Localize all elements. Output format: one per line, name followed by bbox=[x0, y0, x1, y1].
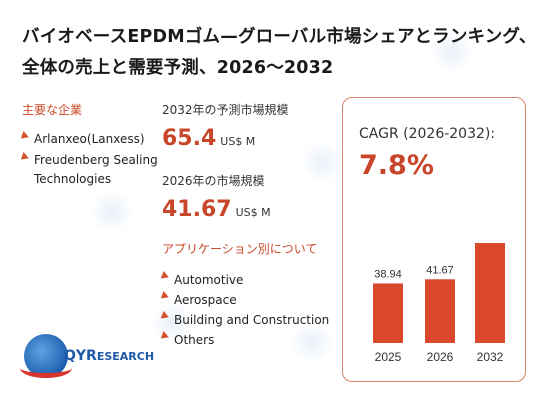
watermark bbox=[150, 300, 194, 344]
market-2026-value: 41.67 US$ M bbox=[162, 197, 271, 222]
bar-2032 bbox=[475, 243, 505, 343]
watermark bbox=[430, 30, 474, 74]
application-name: Building and Construction bbox=[174, 313, 330, 327]
arrow-icon bbox=[160, 271, 171, 281]
watermark bbox=[290, 320, 334, 364]
qyresearch-logo: QYRESEARCH bbox=[20, 334, 164, 380]
x-tick-label: 2032 bbox=[477, 350, 504, 364]
cagr-label: CAGR (2026-2032): bbox=[359, 126, 496, 142]
market-2026-unit: US$ M bbox=[235, 206, 271, 219]
company-list: Arlanxeo(Lanxess) Freudenberg Sealing Te… bbox=[20, 130, 172, 191]
arrow-icon bbox=[20, 131, 31, 141]
bar-2026 bbox=[425, 279, 455, 343]
cagr-card: CAGR (2026-2032): 7.8% 38.94 2025 41.67 202… bbox=[342, 97, 526, 382]
list-item: Automotive bbox=[160, 270, 352, 290]
list-item: Arlanxeo(Lanxess) bbox=[20, 130, 172, 149]
market-2026-label: 2026年の市場規模 bbox=[162, 174, 265, 188]
list-item: Others bbox=[160, 330, 352, 350]
application-name: Automotive bbox=[174, 273, 244, 287]
market-2032-unit: US$ M bbox=[220, 135, 256, 148]
arrow-icon bbox=[20, 152, 31, 162]
application-name: Others bbox=[174, 333, 215, 347]
companies-heading: 主要な企業 bbox=[22, 103, 83, 117]
data-label: 38.94 bbox=[374, 268, 402, 280]
company-name: Arlanxeo(Lanxess) bbox=[34, 132, 145, 146]
application-list: Automotive Aerospace Building and Constr… bbox=[160, 270, 352, 350]
watermark bbox=[90, 190, 134, 234]
arrow-icon bbox=[160, 291, 171, 301]
data-label: 65.4 bbox=[479, 238, 500, 240]
list-item: Aerospace bbox=[160, 290, 352, 310]
market-2032-value: 65.4 US$ M bbox=[162, 126, 255, 151]
market-2032-label: 2032年の予測市場規模 bbox=[162, 103, 289, 117]
x-tick-label: 2025 bbox=[375, 350, 402, 364]
watermark bbox=[300, 140, 344, 184]
market-2032-number: 65.4 bbox=[162, 126, 217, 151]
market-2026-number: 41.67 bbox=[162, 197, 232, 222]
logo-swoosh-icon bbox=[20, 358, 72, 378]
bar-2025 bbox=[373, 283, 403, 343]
data-label: 41.67 bbox=[426, 264, 454, 276]
list-item: Freudenberg Sealing Technologies bbox=[20, 151, 172, 189]
page-title: バイオベースEPDMゴム—グローバル市場シェアとランキング、全体の売上と需要予測… bbox=[22, 27, 537, 78]
bar-chart: 38.94 2025 41.67 2026 65.4 2032 bbox=[373, 238, 505, 364]
application-name: Aerospace bbox=[174, 293, 237, 307]
cagr-value: 7.8% bbox=[359, 150, 434, 181]
arrow-icon bbox=[160, 311, 171, 321]
applications-heading: アプリケーション別について bbox=[162, 242, 318, 256]
company-name: Freudenberg Sealing Technologies bbox=[34, 153, 158, 186]
logo-text: QYRESEARCH bbox=[64, 348, 155, 364]
list-item: Building and Construction bbox=[160, 310, 352, 330]
x-tick-label: 2026 bbox=[427, 350, 454, 364]
